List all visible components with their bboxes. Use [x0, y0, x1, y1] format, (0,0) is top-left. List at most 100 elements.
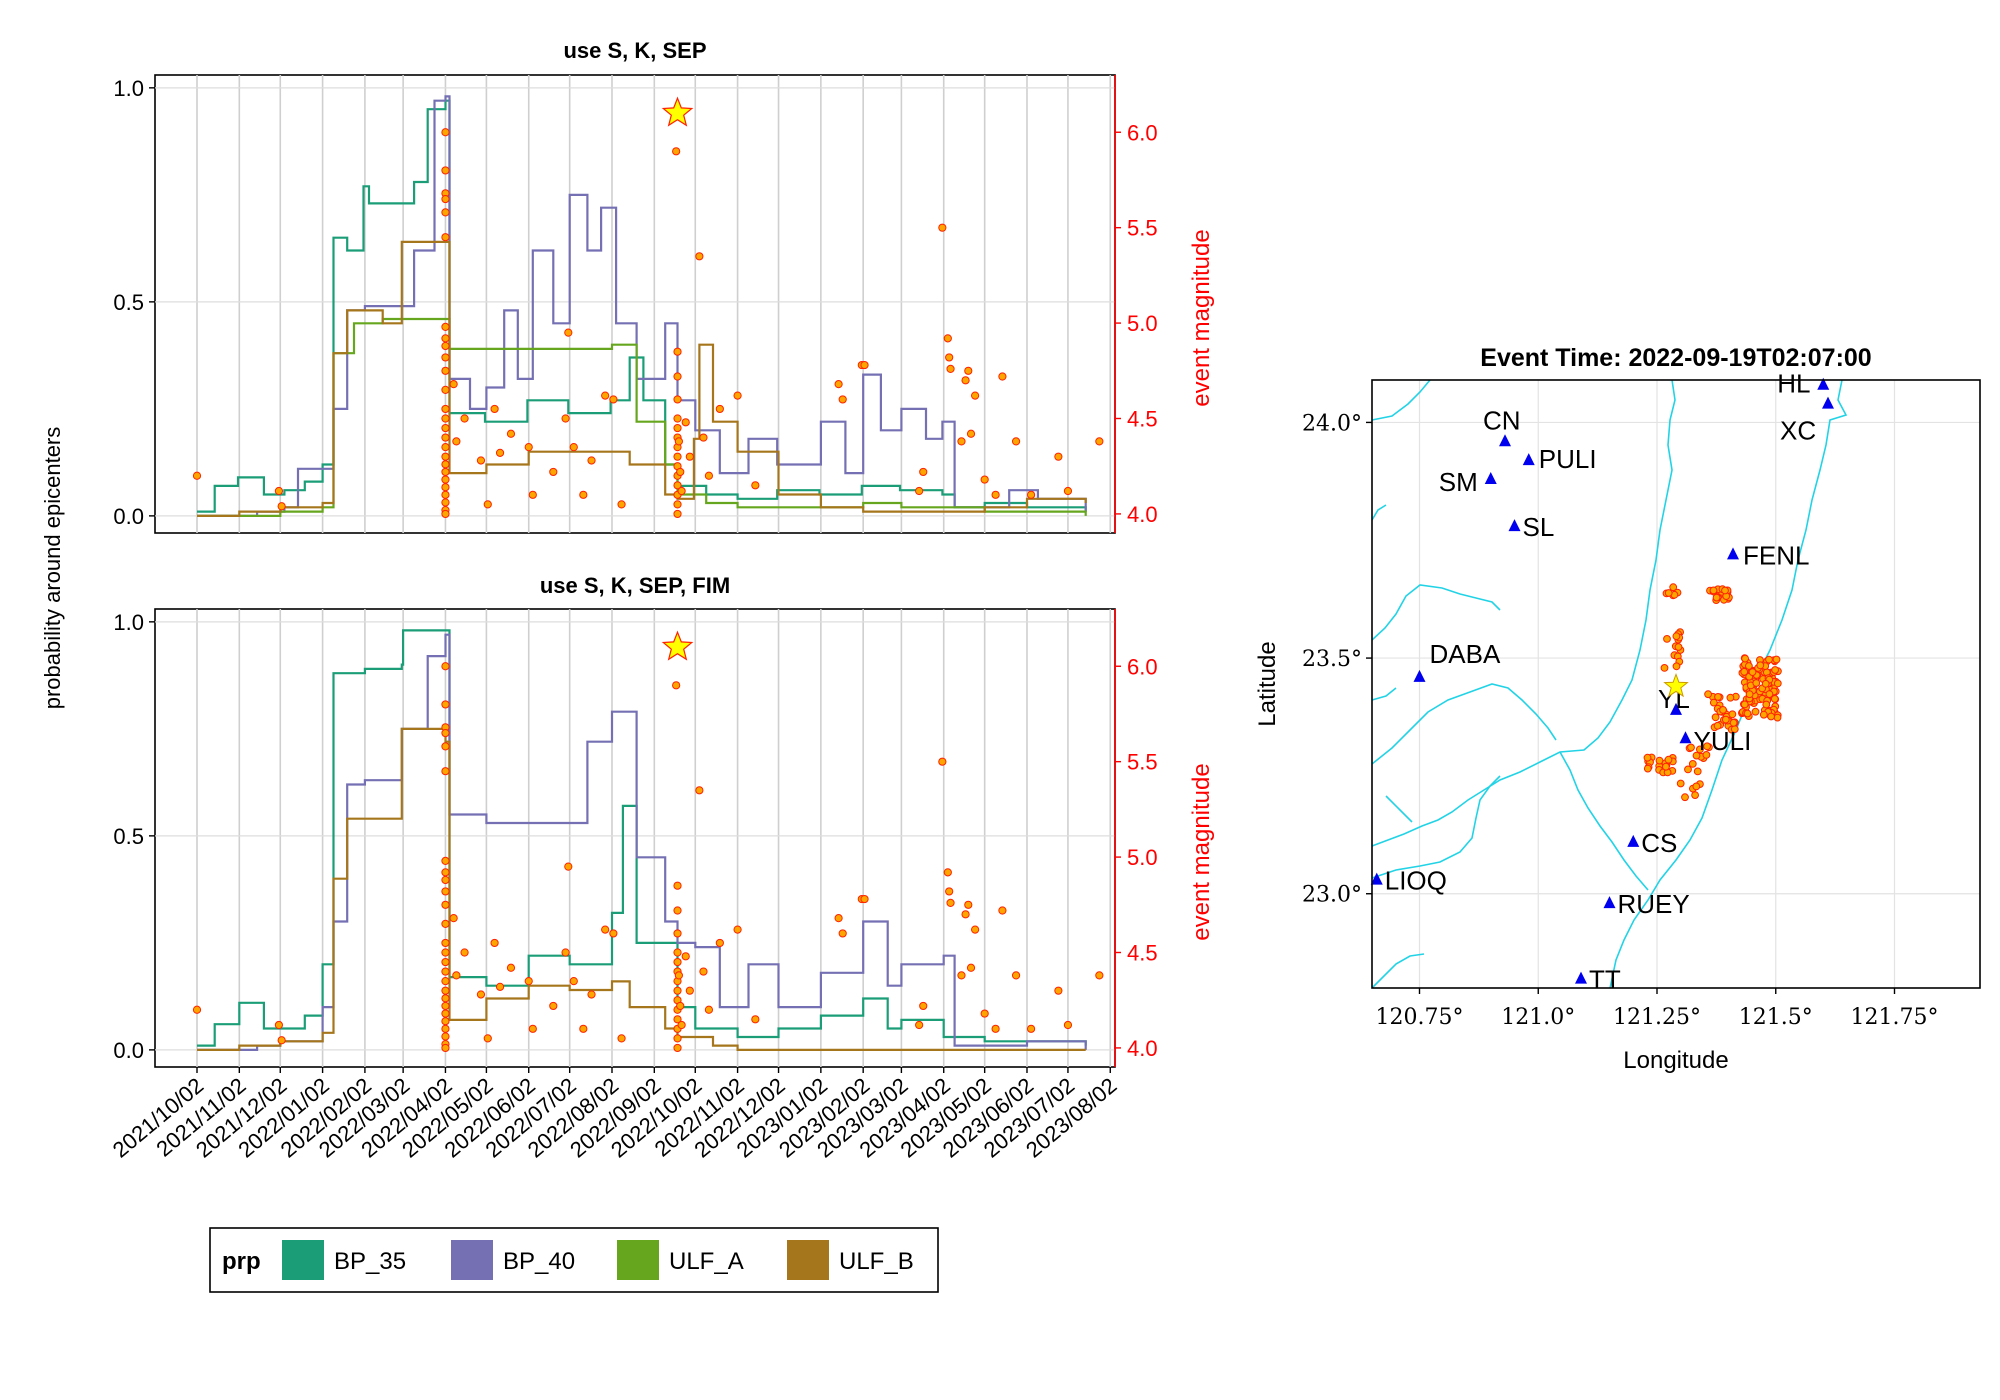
series-line-ulf_b — [197, 240, 1087, 517]
event-point — [441, 414, 450, 423]
river-line — [1385, 795, 1413, 823]
event-point — [587, 456, 596, 465]
legend-swatch-ulf_b — [787, 1240, 829, 1280]
event-point — [460, 414, 469, 423]
map-event-point — [1664, 755, 1673, 764]
event-point — [673, 986, 682, 995]
top-chart-right-axis: 4.0 4.5 5.0 5.5 6.0 — [1114, 75, 1158, 533]
event-point — [601, 391, 610, 400]
station-marker-cs — [1627, 834, 1640, 847]
event-point — [704, 471, 714, 480]
map-event-point — [1767, 712, 1775, 721]
map-grid — [1372, 380, 1980, 988]
event-point — [971, 391, 980, 400]
map-event-point — [1726, 693, 1735, 702]
event-point — [938, 223, 947, 232]
event-point — [441, 208, 450, 217]
map-event-point — [1756, 661, 1765, 670]
map-event-point — [1709, 586, 1718, 595]
map-event-point — [1741, 654, 1749, 663]
river-line — [1371, 379, 1676, 847]
map-event-point — [1743, 709, 1752, 718]
event-point — [564, 328, 573, 337]
map-event-point — [1761, 679, 1770, 688]
event-point — [490, 404, 499, 414]
event-point — [1011, 971, 1021, 980]
right-y-tick-label: 5.0 — [1127, 845, 1158, 870]
event-point — [549, 467, 558, 477]
map-event-point — [1684, 765, 1692, 774]
event-point — [441, 443, 450, 452]
station-label-fenl: FENL — [1743, 540, 1809, 570]
right-y-tick-label: 4.0 — [1127, 1036, 1158, 1061]
mainshock-star — [661, 630, 694, 661]
series-line-bp_35 — [197, 629, 1087, 1047]
event-point — [617, 500, 626, 509]
event-point — [673, 414, 682, 423]
map-event-point — [1765, 655, 1773, 664]
map-x-axis: 120.75° 121.0° 121.25° 121.5° 121.75° — [1376, 988, 1938, 1030]
event-point — [685, 452, 694, 461]
y-tick-label: 0.5 — [113, 290, 144, 315]
event-point — [715, 404, 724, 414]
map-event-point — [1681, 793, 1689, 802]
event-point — [998, 372, 1007, 381]
legend-label-ulf_a: ULF_A — [669, 1248, 744, 1275]
map-event-point — [1748, 668, 1757, 676]
bottom-chart-title: use S, K, SEP, FIM — [540, 573, 730, 598]
station-marker-yuli — [1679, 731, 1692, 744]
station-marker-lioq — [1370, 872, 1383, 885]
event-point — [587, 990, 596, 999]
event-point — [441, 986, 450, 995]
station-label-cs: CS — [1641, 828, 1677, 858]
series-line-bp_40 — [197, 95, 1087, 517]
y-tick-label: 1.0 — [113, 610, 144, 635]
map-event-point — [1691, 791, 1699, 799]
event-point — [441, 452, 450, 461]
event-point — [277, 502, 286, 511]
event-point — [449, 914, 458, 923]
event-point — [441, 767, 450, 776]
right-y-tick-label: 4.5 — [1127, 407, 1158, 432]
event-point — [915, 486, 924, 496]
map-event-point — [1773, 679, 1782, 688]
event-point — [483, 500, 492, 509]
right-y-tick-label: 6.0 — [1127, 654, 1158, 679]
event-point — [483, 1034, 492, 1043]
bottom-chart-grid — [155, 609, 1115, 1067]
event-point — [943, 868, 952, 877]
event-point — [695, 252, 704, 261]
map-event-point — [1721, 715, 1730, 724]
top-chart-series — [197, 95, 1087, 517]
event-point — [441, 233, 450, 242]
bottom-chart-events — [192, 630, 1104, 1053]
map-title: Event Time: 2022-09-19T02:07:00 — [1480, 344, 1871, 372]
map-x-tick-label: 121.0° — [1501, 1005, 1575, 1030]
map-event-point — [1664, 589, 1673, 597]
station-marker-ruey — [1603, 896, 1616, 909]
series-line-bp_40 — [197, 633, 1087, 1051]
y-tick-label: 1.0 — [113, 76, 144, 101]
event-point — [441, 353, 450, 362]
event-point — [699, 967, 708, 976]
event-point — [673, 1034, 682, 1043]
event-point — [441, 700, 450, 709]
y-tick-label: 0.5 — [113, 824, 144, 849]
station-marker-tt — [1575, 971, 1587, 984]
event-point — [1011, 437, 1021, 446]
bottom-chart-right-axis: 4.0 4.5 5.0 5.5 6.0 — [1114, 609, 1158, 1067]
event-point — [674, 437, 683, 446]
event-point — [441, 919, 450, 928]
y-axis-label: probability around epicenters — [40, 427, 65, 710]
station-label-sm: SM — [1439, 467, 1478, 497]
map-event-point — [1662, 762, 1670, 771]
event-point — [673, 500, 682, 509]
event-point — [441, 1017, 450, 1026]
event-point — [528, 490, 537, 499]
event-point — [441, 948, 450, 957]
legend-label-ulf_b: ULF_B — [839, 1248, 914, 1275]
event-point — [441, 498, 450, 507]
river-line — [1371, 504, 1387, 521]
event-point — [676, 1001, 685, 1011]
event-point — [1054, 986, 1063, 995]
